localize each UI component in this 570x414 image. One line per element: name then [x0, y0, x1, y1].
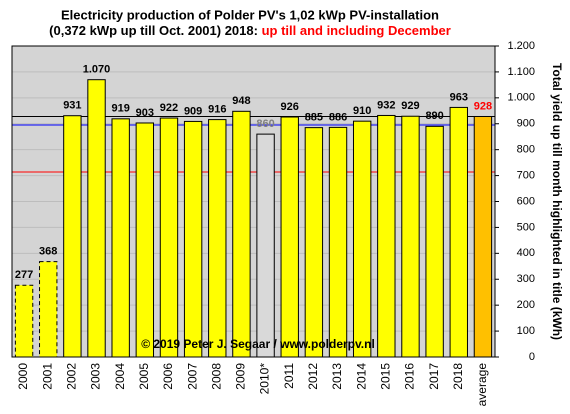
data-label: 886 [329, 111, 347, 123]
x-tick-label: 2018 [451, 363, 465, 390]
data-label: 916 [208, 104, 226, 116]
data-label: 903 [136, 107, 154, 119]
bar [39, 261, 58, 358]
y-tick-label: 1.100 [507, 66, 535, 78]
bar [87, 79, 106, 358]
bar [377, 114, 396, 358]
chart-title: Electricity production of Polder PV's 1,… [61, 7, 439, 22]
bar [352, 120, 372, 358]
data-label: 922 [160, 102, 178, 114]
x-tick-label: 2010* [258, 363, 272, 395]
data-label: 909 [184, 105, 202, 117]
x-tick-label: 2006 [161, 363, 175, 390]
data-label: 910 [353, 105, 371, 117]
x-tick-label: 2009 [234, 363, 248, 390]
y-tick-label: 600 [517, 195, 535, 207]
y-tick-label: 1.000 [507, 92, 535, 104]
bar [473, 115, 493, 358]
y-tick-label: 700 [517, 169, 535, 181]
x-tick-label: 2003 [89, 363, 103, 390]
y-tick-label: 500 [517, 221, 535, 233]
subtitle: (0,372 kWp up till Oct. 2001) 2018: [49, 23, 261, 38]
data-label: 885 [305, 112, 323, 124]
y-tick-label: 1.200 [507, 40, 535, 52]
x-tick-label: 2000 [16, 363, 30, 390]
x-tick-label: 2016 [403, 363, 417, 390]
data-label: 963 [450, 91, 468, 103]
x-tick-label: 2015 [378, 363, 392, 390]
bar [449, 106, 468, 358]
y-tick-label: 400 [517, 247, 535, 259]
y-tick-label: 900 [517, 118, 535, 130]
x-tick-label: 2012 [306, 363, 320, 390]
x-tick-label: 2007 [185, 363, 199, 390]
bar [14, 284, 34, 358]
x-tick-label: 2008 [209, 363, 223, 390]
y-tick-label: 100 [517, 325, 535, 337]
bar [401, 115, 420, 358]
x-tick-label: 2002 [65, 363, 79, 390]
x-tick-label: 2005 [137, 363, 151, 390]
y-tick-label: 200 [517, 299, 535, 311]
bar [63, 115, 82, 358]
bar [425, 125, 444, 358]
y-tick-label: 0 [529, 351, 535, 363]
bar [256, 133, 275, 358]
bar [135, 122, 155, 358]
bar [183, 120, 203, 358]
y-tick-label: 800 [517, 144, 535, 156]
data-label: 919 [111, 103, 129, 115]
bar [280, 116, 299, 358]
subtitle-highlight: up till and including December [262, 23, 451, 38]
data-label: 928 [474, 100, 492, 112]
bar [232, 110, 251, 358]
bar [159, 117, 179, 358]
data-label: 1.070 [83, 64, 111, 76]
data-label: 948 [232, 95, 250, 107]
x-tick-label: 2013 [330, 363, 344, 390]
x-tick-label: 2017 [427, 363, 441, 390]
data-label: 368 [39, 246, 57, 258]
data-label: 926 [281, 101, 299, 113]
x-tick-label: 2011 [282, 363, 296, 389]
plot-border [11, 45, 496, 358]
bar [208, 119, 227, 358]
y-tick-label: 300 [517, 273, 535, 285]
data-label: 929 [401, 100, 419, 112]
data-label: 931 [63, 100, 81, 112]
chart-subtitle: (0,372 kWp up till Oct. 2001) 2018: up t… [49, 23, 451, 38]
bar [328, 126, 348, 358]
bar [111, 118, 130, 358]
bar [304, 127, 324, 358]
annotation: © 2019 Peter J. Segaar / www.polderpv.nl [141, 337, 375, 351]
data-label: 890 [425, 110, 443, 122]
x-tick-label: 2001 [40, 363, 54, 390]
x-tick-label: average [475, 363, 489, 407]
x-tick-label: 2004 [113, 363, 127, 390]
data-label: 277 [15, 269, 33, 281]
y-axis-label: Total yield up till month highlighted in… [550, 63, 564, 340]
data-label: 932 [377, 99, 395, 111]
data-label: 860 [256, 118, 274, 130]
x-tick-label: 2014 [354, 363, 368, 390]
